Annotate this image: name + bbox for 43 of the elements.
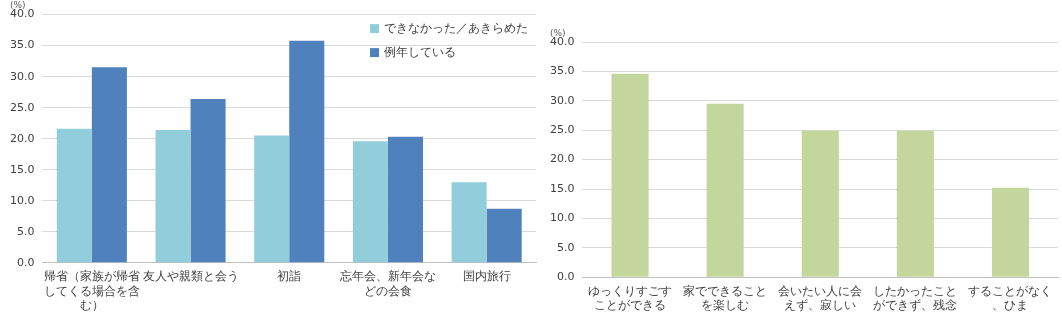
y-tick-label: 5.0: [16, 224, 35, 238]
y-tick-label: 25.0: [549, 123, 575, 137]
bar: [991, 187, 1029, 277]
bar: [706, 103, 744, 277]
bar: [254, 135, 290, 263]
y-tick-label: 25.0: [9, 100, 35, 114]
bar: [190, 98, 226, 263]
y-tick-label: 5.0: [556, 240, 575, 254]
y-tick-label: 10.0: [549, 211, 575, 225]
x-tick-label: 家でできることを楽しむ: [683, 283, 768, 312]
y-tick-label: 20.0: [549, 152, 575, 166]
x-tick-label: することがなく、ひま: [968, 283, 1053, 312]
legend-label: できなかった／あきらめた: [384, 20, 528, 35]
x-tick-label: 初詣: [277, 269, 302, 284]
y-tick-label: 30.0: [9, 69, 35, 83]
y-tick-label: 0.0: [16, 255, 35, 269]
y-tick-label: 0.0: [556, 270, 575, 284]
bar: [387, 136, 423, 263]
y-tick-label: 30.0: [549, 93, 575, 107]
bar: [289, 40, 325, 263]
x-tick-label: したかったことができず、残念: [873, 283, 958, 312]
bar: [352, 141, 388, 263]
y-tick-label: 35.0: [9, 38, 35, 52]
x-tick-label: 帰省（家族が帰省してくる場合を含む）: [43, 269, 140, 312]
y-tick-label: 15.0: [549, 181, 575, 195]
bar: [611, 73, 649, 277]
bar: [801, 130, 839, 277]
bar: [896, 130, 934, 277]
x-tick-label: ゆっくりすごすことができる: [588, 283, 673, 312]
y-tick-label: 35.0: [549, 64, 575, 78]
bar: [155, 130, 191, 263]
legend-label: 例年している: [384, 44, 456, 59]
bar: [486, 208, 522, 263]
y-tick-label: 15.0: [9, 162, 35, 176]
y-tick-label: 10.0: [9, 193, 35, 207]
x-tick-label: 忘年会、新年会などの会食: [339, 269, 436, 298]
bar: [91, 67, 127, 263]
y-tick-label: 20.0: [9, 131, 35, 145]
x-tick-label: 友人や親類と会う: [142, 269, 239, 284]
x-tick-label: 会いたい人に会えず、寂しい: [778, 283, 863, 312]
x-tick-label: 国内旅行: [462, 269, 511, 284]
bar: [56, 128, 92, 263]
bar: [451, 182, 487, 263]
